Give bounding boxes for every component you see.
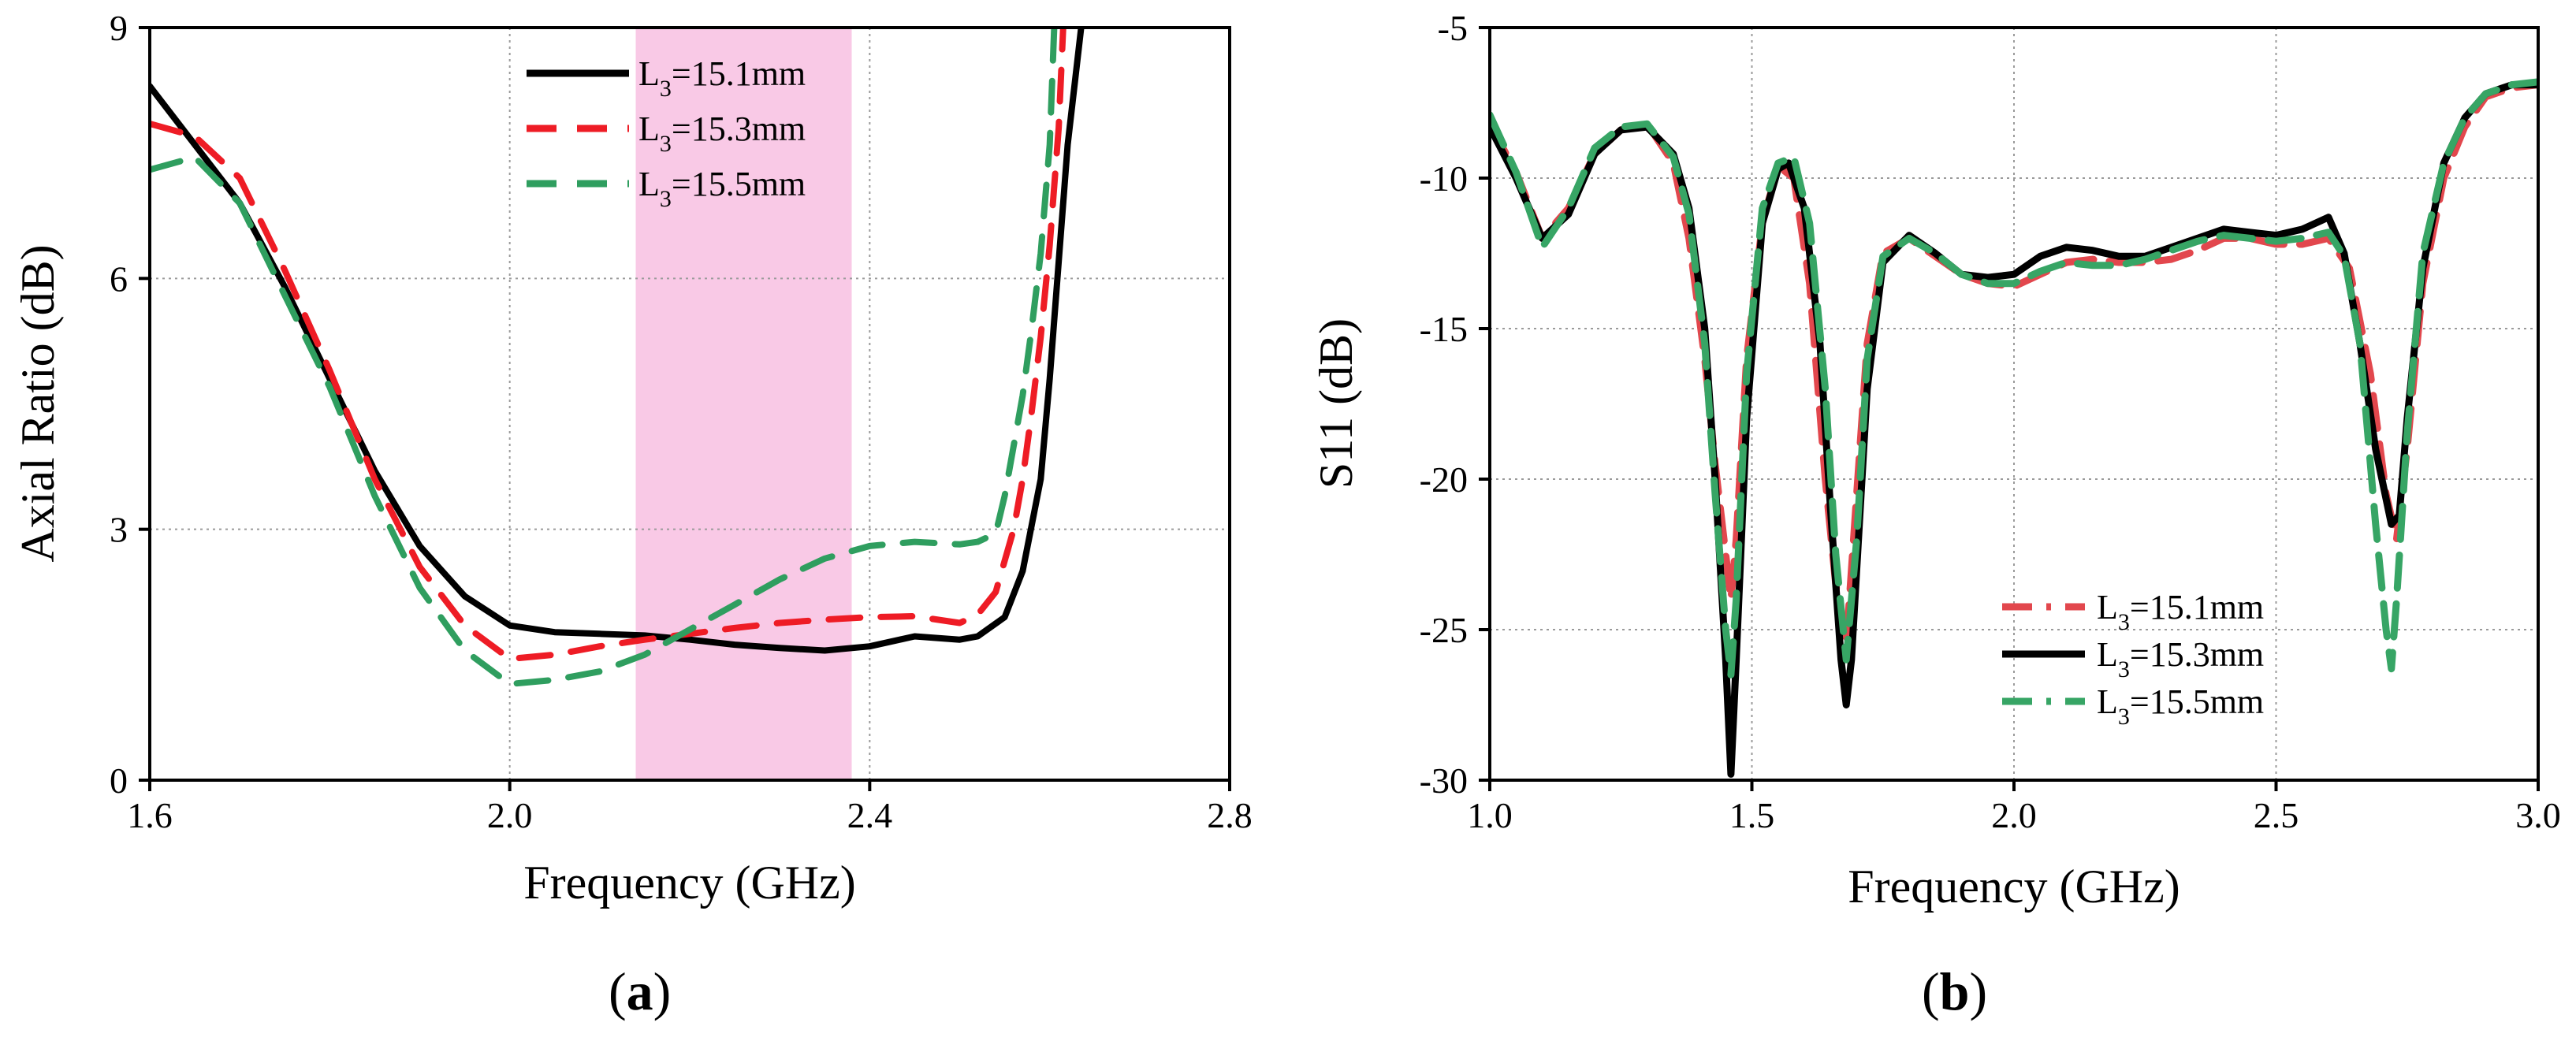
legend-label: L3=15.5mm (638, 165, 806, 212)
series-line-1 (150, 28, 1085, 654)
y-tick-label: 3 (110, 510, 128, 550)
y-tick-label: -25 (1420, 610, 1468, 650)
legend-entry: L3=15.1mm (2002, 588, 2264, 635)
chart-axial-ratio: 1.6 2.0 2.4 2.8 0 3 6 9 L3=15.1mm L3=15.3mm L3=… (12, 8, 1253, 1021)
legend-entry: L3=15.5mm (527, 165, 806, 212)
legend-label: L3=15.3mm (638, 110, 806, 157)
series-line-3 (150, 28, 1058, 687)
y-tick-label: 9 (110, 8, 128, 48)
y-axis-label: S11 (dB) (1310, 318, 1362, 489)
x-tick-label: 1.5 (1729, 795, 1775, 835)
x-axis-label: Frequency (GHz) (523, 857, 856, 909)
x-axis-label: Frequency (GHz) (1848, 861, 2180, 913)
legend-entry: L3=15.1mm (527, 54, 806, 102)
series-line-3 (1490, 78, 2538, 679)
y-tick-label: -5 (1438, 8, 1468, 48)
grid-lines (1490, 28, 2538, 780)
y-tick-label: 6 (110, 258, 128, 299)
series-line-2 (150, 28, 1067, 663)
series-line-2 (1490, 81, 2538, 778)
y-tick-label: 0 (110, 760, 128, 801)
y-tick-label: -10 (1420, 158, 1468, 199)
chart-s11: 1.0 1.5 2.0 2.5 3.0 -30 -25 -20 -15 -10 -5 L3=15.1… (1310, 8, 2561, 1021)
x-tick-label: 2.5 (2254, 795, 2299, 835)
x-tick-label: 2.0 (487, 795, 533, 835)
y-tick-label: -15 (1420, 309, 1468, 349)
legend-label: L3=15.1mm (638, 54, 806, 102)
y-tick-label: -20 (1420, 459, 1468, 500)
highlight-band (635, 28, 852, 780)
legend-entry: L3=15.3mm (527, 110, 806, 157)
legend-label: L3=15.1mm (2097, 588, 2264, 635)
legend-label: L3=15.3mm (2097, 635, 2264, 682)
panel-label: (a) (609, 961, 671, 1021)
axis-ticks: 1.6 2.0 2.4 2.8 0 3 6 9 (110, 8, 1253, 835)
axis-ticks: 1.0 1.5 2.0 2.5 3.0 -30 -25 -20 -15 -10 -5 (1420, 8, 2561, 835)
legend-entry: L3=15.5mm (2002, 682, 2264, 730)
x-tick-label: 3.0 (2515, 795, 2561, 835)
legend: L3=15.1mm L3=15.3mm L3=15.5mm (527, 54, 806, 212)
x-tick-label: 2.8 (1207, 795, 1253, 835)
panel-label: (b) (1922, 961, 1987, 1021)
y-axis-label: Axial Ratio (dB) (12, 244, 64, 562)
y-tick-label: -30 (1420, 760, 1468, 801)
series-lines (150, 28, 1085, 687)
legend-label: L3=15.5mm (2097, 682, 2264, 730)
x-tick-label: 1.0 (1467, 795, 1513, 835)
series-lines (1490, 78, 2538, 778)
plot-frame (148, 26, 1231, 782)
x-tick-label: 1.6 (127, 795, 173, 835)
legend-entry: L3=15.3mm (2002, 635, 2264, 682)
x-tick-label: 2.4 (847, 795, 893, 835)
plot-frame (1488, 26, 2540, 782)
x-tick-label: 2.0 (1991, 795, 2037, 835)
legend: L3=15.1mm L3=15.3mm L3=15.5mm (2002, 588, 2264, 730)
